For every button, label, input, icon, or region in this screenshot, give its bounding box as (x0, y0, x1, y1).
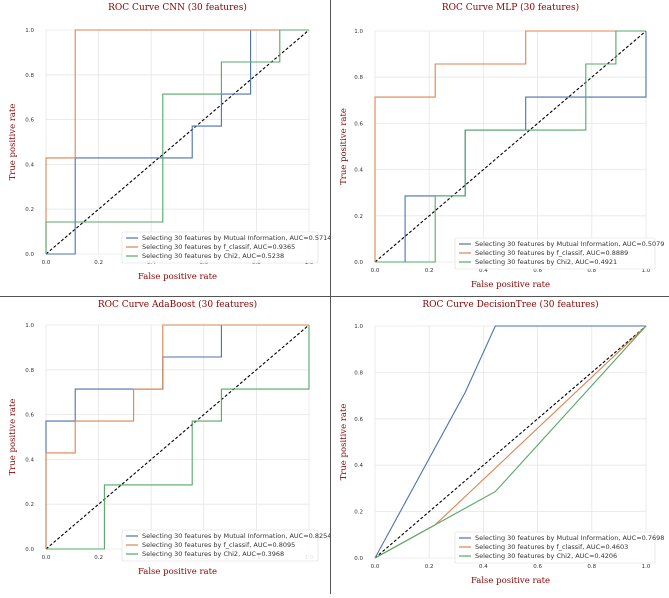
roc-series-line-3 (46, 325, 310, 550)
y-tick-label: 0.6 (25, 118, 34, 124)
y-tick-label: 0.0 (25, 547, 34, 553)
legend-label: Selecting 30 features by f_classif, AUC=… (475, 249, 628, 257)
x-tick-label: 1.0 (642, 564, 651, 570)
legend-label: Selecting 30 features by f_classif, AUC=… (142, 541, 295, 549)
chance-diagonal-line (374, 30, 647, 263)
y-tick-label: 0.0 (25, 252, 34, 258)
y-tick-label: 0.6 (25, 413, 34, 419)
roc-chart-adaboost: ROC Curve AdaBoost (30 features) 0.0 0.2 0.… (8, 299, 331, 577)
y-tick-label: 0.8 (354, 75, 363, 81)
legend-label: Selecting 30 features by Mutual Informat… (142, 234, 330, 242)
x-tick-label: 0.2 (94, 555, 103, 561)
x-tick-label: 0.6 (533, 268, 542, 274)
legend-box (121, 529, 319, 562)
chart-title: ROC Curve CNN (30 features) (108, 2, 247, 13)
legend-label: Selecting 30 features by Chi2, AUC=0.396… (142, 550, 284, 558)
legend-box (454, 237, 656, 270)
x-tick-label: 0.4 (479, 268, 488, 274)
y-axis-label: True positive rate (339, 108, 349, 185)
y-tick-label: 0.4 (354, 168, 363, 174)
x-axis-label: False positive rate (138, 272, 217, 282)
legend-label: Selecting 30 features by f_classif, AUC=… (475, 543, 628, 551)
y-tick-label: 0.8 (25, 73, 34, 79)
roc-panel-decisiontree: ROC Curve DecisionTree (30 features) 0.0 0… (331, 297, 669, 594)
legend-box (454, 531, 656, 564)
roc-panel-adaboost: ROC Curve AdaBoost (30 features) 0.0 0.2 0.… (0, 297, 331, 594)
y-tick-label: 1.0 (25, 28, 34, 34)
vertical-divider (330, 0, 331, 594)
x-tick-label: 1.0 (642, 268, 651, 274)
y-tick-label: 0.8 (354, 370, 363, 376)
x-axis-label: False positive rate (471, 576, 550, 586)
chart-title: ROC Curve MLP (30 features) (442, 2, 579, 13)
roc-series-line-3 (45, 29, 309, 254)
roc-series-line-3 (375, 30, 646, 263)
legend-label: Selecting 30 features by Mutual Informat… (142, 532, 330, 540)
y-axis-label: True positive rate (8, 104, 18, 181)
x-tick-label: 0.8 (587, 268, 596, 274)
x-tick-label: 0.0 (42, 260, 51, 266)
chance-diagonal-line (374, 325, 647, 559)
roc-chart-mlp: ROC Curve MLP (30 features) 0.0 0.2 0.4 0.6 0… (339, 2, 664, 290)
y-tick-label: 0.6 (354, 417, 363, 423)
y-tick-label: 0.2 (354, 510, 363, 516)
roc-series-line-3 (374, 325, 647, 559)
chance-diagonal-line (45, 29, 310, 255)
legend-label: Selecting 30 features by f_classif, AUC=… (142, 243, 295, 251)
y-tick-label: 0.4 (354, 463, 363, 469)
y-tick-label: 0.4 (25, 457, 34, 463)
y-tick-label: 0.0 (354, 556, 363, 562)
y-tick-label: 1.0 (354, 324, 363, 330)
chance-diagonal-line (45, 324, 310, 550)
chart-title: ROC Curve DecisionTree (30 features) (422, 299, 598, 310)
x-tick-label: 0.8 (587, 564, 596, 570)
y-axis-label: True positive rate (8, 399, 18, 476)
roc-series-line-2 (45, 324, 309, 549)
x-tick-label: 0.2 (425, 564, 434, 570)
roc-chart-decisiontree: ROC Curve DecisionTree (30 features) 0.0 0… (339, 299, 664, 586)
x-tick-label: 0.4 (479, 564, 488, 570)
x-tick-label: 0.0 (42, 555, 51, 561)
y-axis-label: True positive rate (339, 404, 349, 481)
y-tick-label: 0.2 (25, 207, 34, 213)
roc-series-line-2 (45, 29, 309, 254)
roc-series-line-1 (374, 325, 646, 559)
x-tick-label: 0.2 (94, 260, 103, 266)
y-tick-label: 0.6 (354, 121, 363, 127)
x-axis-label: False positive rate (471, 280, 550, 290)
legend-label: Selecting 30 features by Mutual Informat… (475, 240, 664, 248)
y-tick-label: 1.0 (354, 29, 363, 35)
y-tick-label: 0.2 (25, 502, 34, 508)
y-tick-label: 0.0 (354, 260, 363, 266)
roc-series-line-2 (374, 30, 646, 262)
legend-label: Selecting 30 features by Chi2, AUC=0.492… (475, 258, 617, 266)
roc-panel-cnn: ROC Curve CNN (30 features) 0.0 0.2 0.4 0.6 0… (0, 0, 331, 297)
x-axis-label: False positive rate (138, 567, 217, 577)
x-tick-label: 0.0 (371, 564, 380, 570)
roc-panel-mlp: ROC Curve MLP (30 features) 0.0 0.2 0.4 0.6 0… (331, 0, 669, 297)
y-tick-label: 1.0 (25, 323, 34, 329)
legend-box (121, 231, 319, 264)
legend-label: Selecting 30 features by Mutual Informat… (475, 534, 664, 542)
y-tick-label: 0.2 (354, 214, 363, 220)
legend-label: Selecting 30 features by Chi2, AUC=0.420… (475, 552, 617, 560)
y-tick-label: 0.4 (25, 162, 34, 168)
y-tick-label: 0.8 (25, 368, 34, 374)
chart-title: ROC Curve AdaBoost (30 features) (98, 299, 257, 310)
x-tick-label: 0.6 (533, 564, 542, 570)
x-tick-label: 0.2 (425, 268, 434, 274)
legend-label: Selecting 30 features by Chi2, AUC=0.523… (142, 252, 284, 260)
roc-chart-cnn: ROC Curve CNN (30 features) 0.0 0.2 0.4 0.6 0… (8, 2, 331, 282)
horizontal-divider (0, 296, 669, 297)
x-tick-label: 0.0 (371, 268, 380, 274)
